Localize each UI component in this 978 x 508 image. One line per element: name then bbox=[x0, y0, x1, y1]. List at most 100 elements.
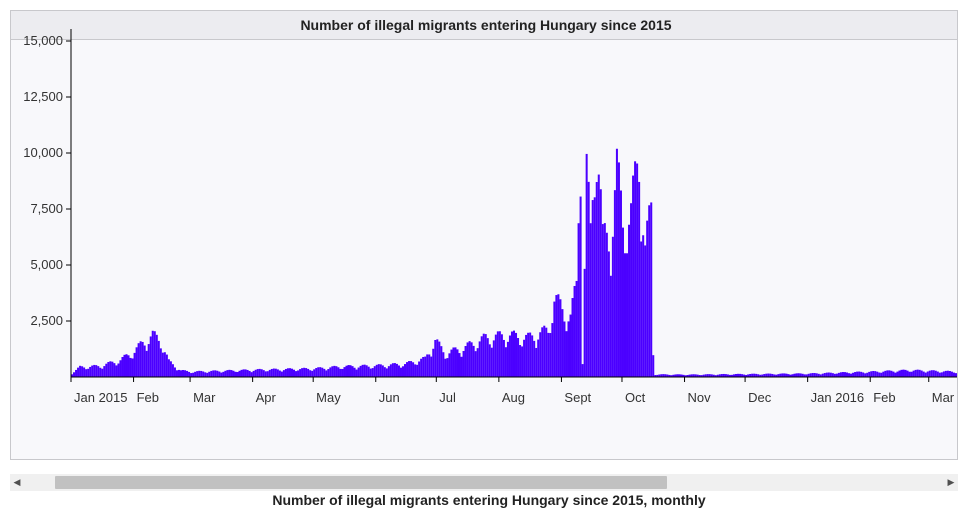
chart-bar bbox=[77, 367, 80, 377]
x-tick-label: Apr bbox=[256, 390, 277, 405]
chart-bar bbox=[720, 374, 723, 377]
chart-bar bbox=[313, 369, 316, 377]
chart-bar bbox=[244, 369, 247, 377]
chart-bar bbox=[175, 370, 178, 377]
chart-bar bbox=[202, 371, 205, 377]
chart-bar bbox=[543, 325, 546, 377]
chart-bar bbox=[119, 360, 122, 377]
chart-bar bbox=[743, 374, 746, 377]
chart-bar bbox=[817, 373, 820, 377]
chart-bar bbox=[81, 366, 84, 377]
scroll-thumb[interactable] bbox=[55, 476, 667, 489]
chart-bar bbox=[904, 369, 907, 377]
chart-bar bbox=[690, 374, 693, 377]
chart-bar bbox=[799, 373, 802, 377]
chart-bar bbox=[623, 253, 627, 377]
chart-bar bbox=[565, 331, 568, 377]
chart-bar bbox=[519, 345, 522, 377]
chart-bar bbox=[613, 190, 616, 377]
chart-bar bbox=[335, 366, 338, 377]
chart-bar bbox=[557, 294, 560, 377]
chart-bar bbox=[634, 161, 637, 377]
chart-bar bbox=[133, 352, 136, 377]
chart-bar bbox=[389, 364, 392, 377]
chart-title: Number of illegal migrants entering Hung… bbox=[300, 17, 672, 33]
chart-bar bbox=[716, 374, 719, 377]
chart-bar bbox=[196, 371, 199, 377]
chart-bar bbox=[264, 371, 267, 377]
chart-bar bbox=[71, 374, 74, 377]
chart-bar bbox=[684, 375, 687, 377]
chart-bar bbox=[395, 363, 398, 377]
chart-bar bbox=[498, 331, 501, 377]
chart-panel: Number of illegal migrants entering Hung… bbox=[10, 10, 958, 460]
chart-bar bbox=[416, 364, 419, 377]
scroll-right-arrow-icon[interactable]: ▶ bbox=[947, 477, 955, 487]
chart-bar bbox=[323, 368, 326, 377]
chart-bar bbox=[85, 369, 88, 377]
chart-bar bbox=[894, 372, 897, 377]
chart-bar bbox=[918, 369, 921, 377]
chart-bar bbox=[321, 367, 324, 377]
chart-bar bbox=[377, 364, 380, 377]
chart-bar bbox=[630, 203, 633, 377]
chart-bar bbox=[206, 372, 209, 377]
chart-bar bbox=[333, 365, 336, 377]
chart-bar bbox=[605, 232, 608, 377]
chart-bar bbox=[173, 367, 176, 377]
chart-bar bbox=[757, 374, 760, 377]
horizontal-scrollbar[interactable]: ◀ ▶ bbox=[10, 474, 958, 491]
chart-bar bbox=[944, 370, 947, 377]
chart-bar bbox=[343, 367, 346, 377]
chart-bar bbox=[353, 367, 356, 377]
chart-bar bbox=[517, 338, 520, 377]
chart-bar bbox=[769, 373, 772, 377]
chart-plot: 2,500 5,000 7,500 10,000 12,500 15,000 Jan 201… bbox=[23, 29, 957, 405]
chart-bar bbox=[791, 374, 794, 377]
chart-bar bbox=[739, 373, 742, 377]
chart-bar bbox=[232, 370, 235, 377]
chart-bar bbox=[597, 174, 600, 377]
chart-bar bbox=[771, 373, 774, 377]
chart-bar bbox=[204, 372, 207, 377]
chart-bar bbox=[852, 372, 855, 377]
chart-bar bbox=[551, 323, 554, 377]
chart-bar bbox=[127, 355, 130, 377]
chart-bar bbox=[214, 370, 217, 377]
chart-bar bbox=[908, 371, 911, 377]
chart-bar bbox=[930, 370, 933, 377]
chart-bar bbox=[254, 369, 257, 377]
scroll-left-arrow-icon[interactable]: ◀ bbox=[13, 477, 21, 487]
chart-bar bbox=[179, 370, 182, 377]
chart-bar bbox=[129, 357, 132, 377]
chart-bar bbox=[843, 372, 846, 377]
chart-bar bbox=[153, 331, 156, 377]
chart-bar bbox=[111, 361, 114, 377]
chart-bar bbox=[262, 370, 265, 377]
chart-bar bbox=[502, 339, 505, 377]
chart-bar bbox=[819, 374, 822, 377]
chart-bar bbox=[145, 350, 148, 377]
chart-bar bbox=[192, 372, 195, 377]
chart-bar bbox=[412, 362, 415, 377]
chart-bar bbox=[331, 366, 334, 377]
chart-bar bbox=[496, 331, 499, 377]
chart-bar bbox=[732, 374, 735, 377]
chart-bar bbox=[420, 358, 423, 377]
chart-bar bbox=[880, 372, 883, 377]
chart-bar bbox=[807, 373, 810, 377]
chart-bar bbox=[660, 374, 663, 377]
chart-bar bbox=[773, 374, 776, 377]
chart-bar bbox=[805, 374, 808, 377]
chart-bar bbox=[492, 340, 495, 377]
chart-bar bbox=[93, 364, 96, 377]
chart-bar bbox=[410, 361, 413, 377]
chart-bar bbox=[741, 374, 744, 377]
chart-bar bbox=[393, 363, 396, 377]
chart-bar bbox=[638, 181, 641, 377]
chart-bar bbox=[926, 371, 929, 377]
chart-bar bbox=[541, 327, 544, 377]
chart-bar bbox=[900, 369, 903, 377]
chart-bar bbox=[710, 374, 713, 377]
chart-bar bbox=[708, 374, 711, 377]
